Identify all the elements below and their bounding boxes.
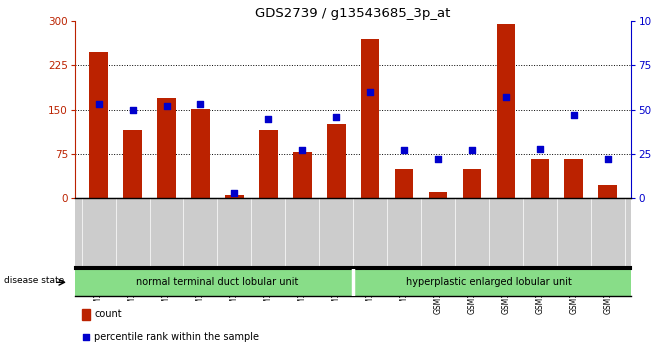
Text: hyperplastic enlarged lobular unit: hyperplastic enlarged lobular unit — [406, 277, 572, 287]
Text: count: count — [94, 309, 122, 319]
Bar — [259, 130, 278, 198]
Bar — [531, 159, 549, 198]
Bar — [225, 195, 243, 198]
Point — [195, 102, 206, 107]
Text: percentile rank within the sample: percentile rank within the sample — [94, 332, 259, 342]
Point — [501, 95, 511, 100]
Point — [297, 148, 307, 153]
Point — [263, 116, 273, 121]
Bar — [327, 125, 346, 198]
Text: normal terminal duct lobular unit: normal terminal duct lobular unit — [136, 277, 299, 287]
Text: disease state: disease state — [4, 276, 64, 285]
Point — [337, 229, 347, 235]
Point — [603, 156, 613, 162]
Bar — [293, 152, 312, 198]
Point — [331, 114, 341, 120]
Point — [365, 89, 376, 95]
Point — [467, 148, 477, 153]
Bar — [497, 24, 515, 198]
Point — [229, 190, 240, 196]
Bar — [395, 169, 413, 198]
Bar — [89, 52, 108, 198]
Point — [161, 103, 172, 109]
Point — [568, 112, 579, 118]
Bar — [428, 192, 447, 198]
Bar — [81, 309, 90, 320]
Point — [534, 146, 545, 152]
Bar — [157, 98, 176, 198]
Title: GDS2739 / g13543685_3p_at: GDS2739 / g13543685_3p_at — [255, 7, 451, 20]
Point — [399, 148, 409, 153]
Bar — [191, 109, 210, 198]
Bar — [463, 169, 481, 198]
Point — [433, 156, 443, 162]
Bar — [123, 130, 142, 198]
Bar — [361, 39, 380, 198]
Point — [128, 107, 138, 113]
Bar — [564, 159, 583, 198]
Bar — [598, 185, 617, 198]
Point — [93, 102, 104, 107]
